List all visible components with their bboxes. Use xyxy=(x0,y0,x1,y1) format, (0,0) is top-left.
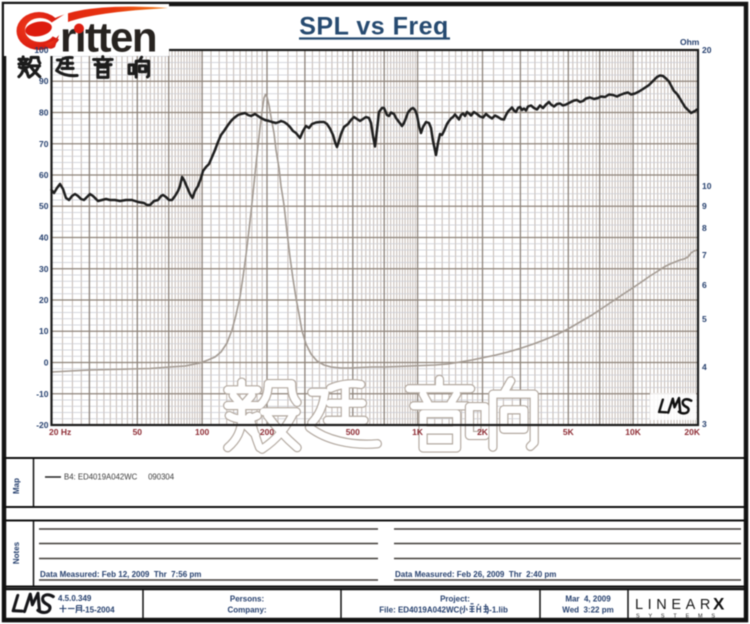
svg-text:Mar 4, 2009: Mar 4, 2009 xyxy=(565,595,611,604)
svg-text:2K: 2K xyxy=(477,427,489,437)
svg-text:3: 3 xyxy=(702,419,707,429)
svg-text:10K: 10K xyxy=(625,427,641,437)
svg-text:6: 6 xyxy=(702,280,707,290)
svg-text:20 Hz: 20 Hz xyxy=(49,427,71,437)
svg-text:10: 10 xyxy=(702,181,712,191)
svg-text:Ohm: Ohm xyxy=(680,37,700,47)
svg-text:rıtten: rıtten xyxy=(60,14,156,61)
svg-text:30: 30 xyxy=(39,264,49,274)
svg-text:-20: -20 xyxy=(36,420,49,430)
svg-text:100: 100 xyxy=(195,427,209,437)
svg-text:40: 40 xyxy=(39,233,49,243)
svg-text:1K: 1K xyxy=(412,427,424,437)
svg-text:Company:: Company: xyxy=(227,606,266,615)
svg-text:60: 60 xyxy=(39,170,49,180)
svg-text:5K: 5K xyxy=(563,427,575,437)
svg-text:50: 50 xyxy=(133,427,143,437)
svg-text:-10: -10 xyxy=(36,389,49,399)
svg-text:200: 200 xyxy=(260,427,274,437)
svg-text:)-1.lib: )-1.lib xyxy=(487,606,508,615)
svg-text:7: 7 xyxy=(702,250,707,260)
svg-text:0: 0 xyxy=(44,358,49,368)
svg-text:9: 9 xyxy=(702,201,707,211)
svg-text:Notes: Notes xyxy=(12,541,21,564)
svg-text:50: 50 xyxy=(39,201,49,211)
svg-text:8: 8 xyxy=(702,223,707,233)
svg-text:90: 90 xyxy=(39,76,49,86)
svg-text:100: 100 xyxy=(34,45,48,55)
svg-text:4: 4 xyxy=(702,362,707,372)
svg-text:X: X xyxy=(713,595,725,614)
svg-text:-15-2004: -15-2004 xyxy=(83,606,116,615)
svg-text:4.5.0.349: 4.5.0.349 xyxy=(58,594,92,603)
svg-text:Wed 3:22 pm: Wed 3:22 pm xyxy=(562,606,613,615)
svg-text:Data Measured: Feb 12, 2009 T: Data Measured: Feb 12, 2009 Thr 7:56 pm xyxy=(40,570,201,579)
svg-text:SPL vs Freq: SPL vs Freq xyxy=(299,13,449,41)
svg-text:Persons:: Persons: xyxy=(230,595,264,604)
svg-text:10: 10 xyxy=(39,326,49,336)
svg-text:LINEAR: LINEAR xyxy=(635,597,715,613)
svg-text:File: ED4019A042WC(: File: ED4019A042WC( xyxy=(379,606,462,615)
svg-text:Project:: Project: xyxy=(440,595,470,604)
svg-text:Map: Map xyxy=(12,478,21,494)
svg-text:20K: 20K xyxy=(684,427,700,437)
svg-text:70: 70 xyxy=(39,139,49,149)
svg-text:20: 20 xyxy=(702,45,712,55)
svg-text:SYSTEMS: SYSTEMS xyxy=(636,614,724,620)
svg-text:500: 500 xyxy=(346,427,360,437)
svg-text:Data Measured: Feb 26, 2009 T: Data Measured: Feb 26, 2009 Thr 2:40 pm xyxy=(395,570,556,579)
svg-text:80: 80 xyxy=(39,108,49,118)
svg-text:5: 5 xyxy=(702,314,707,324)
svg-text:B4: ED4019A042WC 090304: B4: ED4019A042WC 090304 xyxy=(64,473,175,482)
svg-text:20: 20 xyxy=(39,295,49,305)
